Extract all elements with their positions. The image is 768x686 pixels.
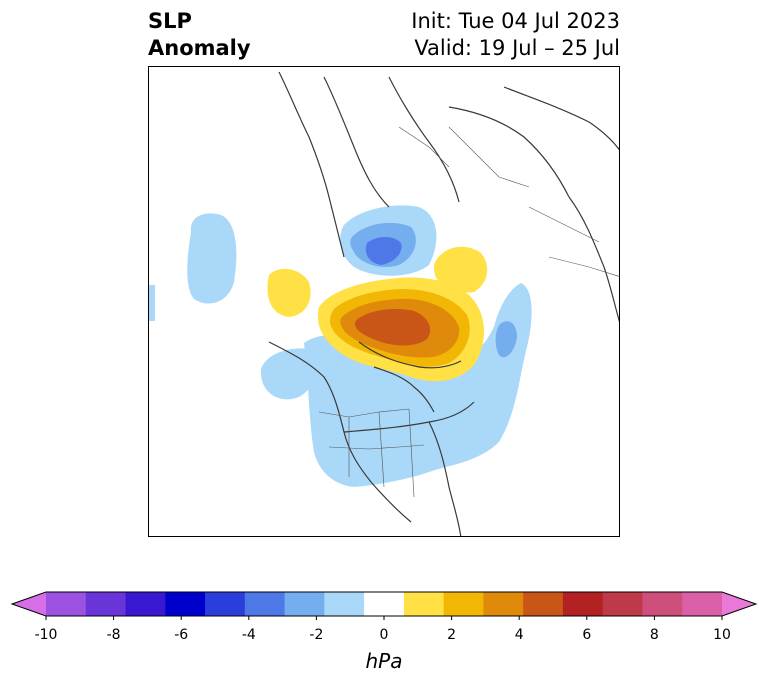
anomaly-map (149, 71, 619, 536)
country-borders (318, 126, 619, 498)
colorbar-unit-label: hPa (365, 649, 403, 673)
colorbar-tick-label: -2 (309, 627, 324, 643)
anomaly-shade-north-atlantic-core (495, 321, 517, 358)
colorbar-segment (125, 592, 166, 616)
colorbar-extend-max (722, 592, 756, 616)
colorbar-tick-label: -8 (106, 627, 121, 643)
map-panel (148, 66, 620, 537)
colorbar-segment (403, 592, 445, 616)
anomaly-shade-north-america-atlantic (304, 283, 532, 487)
colorbar-tick-label: -6 (174, 627, 189, 643)
colorbar-tick-label: -4 (241, 627, 256, 643)
init-date: Init: Tue 04 Jul 2023 (411, 9, 620, 33)
title-variable-line2: Anomaly (148, 36, 251, 60)
anomaly-shade-north-pacific (187, 213, 237, 304)
coastlines (268, 71, 619, 536)
colorbar-segment (324, 592, 365, 616)
colorbar-segment (205, 592, 246, 616)
colorbar-segment (562, 592, 604, 616)
anomaly-shade-gulf-of-alaska (267, 268, 311, 317)
colorbar-segment (46, 592, 87, 616)
colorbar-segment (244, 592, 286, 616)
anomaly-shade-barents-kara (433, 246, 488, 293)
colorbar-segment (523, 592, 564, 616)
colorbar-tick-label: 0 (379, 627, 389, 643)
colorbar-tick-label: -10 (34, 627, 58, 643)
colorbar-extend-min (12, 592, 46, 616)
colorbar-segment (483, 592, 524, 616)
colorbar-segment (85, 592, 127, 616)
colorbar-tick-label: 2 (447, 627, 457, 643)
colorbar-tick-label: 10 (713, 627, 731, 643)
map-title: SLP Anomaly (148, 8, 251, 62)
colorbar-segment (682, 592, 723, 616)
colorbar-tick-label: 8 (649, 627, 659, 643)
colorbar-tick-label: 4 (514, 627, 524, 643)
title-variable-line1: SLP (148, 9, 192, 33)
colorbar-segment (642, 592, 683, 616)
colorbar-tick-label: 6 (582, 627, 592, 643)
map-date-info: Init: Tue 04 Jul 2023 Valid: 19 Jul – 25… (411, 8, 620, 62)
colorbar-segment (602, 592, 643, 616)
colorbar-segment (284, 592, 325, 616)
colorbar (10, 591, 758, 620)
anomaly-shade-east-siberian-core (365, 237, 402, 265)
anomaly-shade-greenland-5 (355, 309, 431, 346)
colorbar-segment (443, 592, 484, 616)
colorbar-segment (165, 592, 206, 616)
anomaly-shade-west-edge (149, 285, 155, 321)
valid-range: Valid: 19 Jul – 25 Jul (414, 36, 620, 60)
colorbar-segment (364, 592, 405, 616)
